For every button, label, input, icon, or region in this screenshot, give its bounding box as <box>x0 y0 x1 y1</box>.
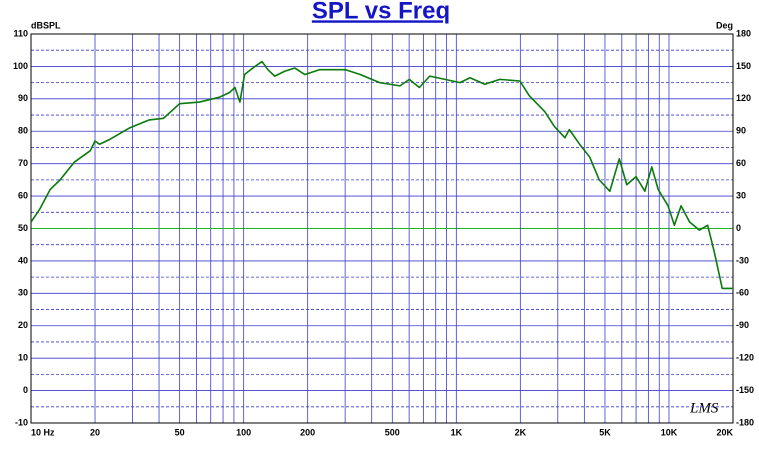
y-tick-label: 50 <box>18 223 28 233</box>
y2-tick-label: 120 <box>736 93 751 103</box>
y2-tick-label: -90 <box>736 320 749 330</box>
y-tick-label: 90 <box>18 93 28 103</box>
y-tick-label: 0 <box>23 385 28 395</box>
x-tick-label: 500 <box>385 427 400 437</box>
x-tick-label: 10 Hz <box>31 427 55 437</box>
y-tick-label: 110 <box>13 28 28 38</box>
y-tick-label: 80 <box>18 126 28 136</box>
x-tick-label: 10K <box>661 427 678 437</box>
plot-frame <box>30 33 734 424</box>
y2-tick-label: -180 <box>736 417 754 427</box>
y-tick-label: 10 <box>18 353 28 363</box>
y2-tick-label: 30 <box>736 190 746 200</box>
x-tick-label: 5K <box>599 427 611 437</box>
y2-axis-label: Deg <box>716 20 733 30</box>
x-tick-label: 2K <box>515 427 527 437</box>
y-tick-label: 100 <box>13 61 28 71</box>
y-tick-label: -10 <box>15 417 28 427</box>
logo: LMS <box>689 400 719 416</box>
y2-tick-label: 180 <box>736 28 751 38</box>
y2-tick-label: 60 <box>736 158 746 168</box>
y2-tick-label: -150 <box>736 385 754 395</box>
y-axis-label: dBSPL <box>31 20 61 30</box>
y-tick-label: 30 <box>18 288 28 298</box>
y-tick-label: 20 <box>18 320 28 330</box>
x-tick-label: 100 <box>236 427 251 437</box>
y2-tick-label: 150 <box>736 61 751 71</box>
x-tick-label: 20K <box>716 427 733 437</box>
y2-tick-label: 90 <box>736 126 746 136</box>
y2-tick-label: -60 <box>736 288 749 298</box>
y2-tick-label: -120 <box>736 353 754 363</box>
x-tick-label: 1K <box>451 427 463 437</box>
x-tick-label: 20 <box>90 427 100 437</box>
x-tick-label: 200 <box>300 427 315 437</box>
y2-tick-label: -30 <box>736 255 749 265</box>
y-tick-label: 60 <box>18 190 28 200</box>
y-tick-label: 70 <box>18 158 28 168</box>
y-tick-label: 40 <box>18 255 28 265</box>
x-tick-label: 50 <box>175 427 185 437</box>
chart-title: SPL vs Freq <box>312 0 450 24</box>
line-series <box>30 60 733 290</box>
y2-tick-label: 0 <box>736 223 741 233</box>
